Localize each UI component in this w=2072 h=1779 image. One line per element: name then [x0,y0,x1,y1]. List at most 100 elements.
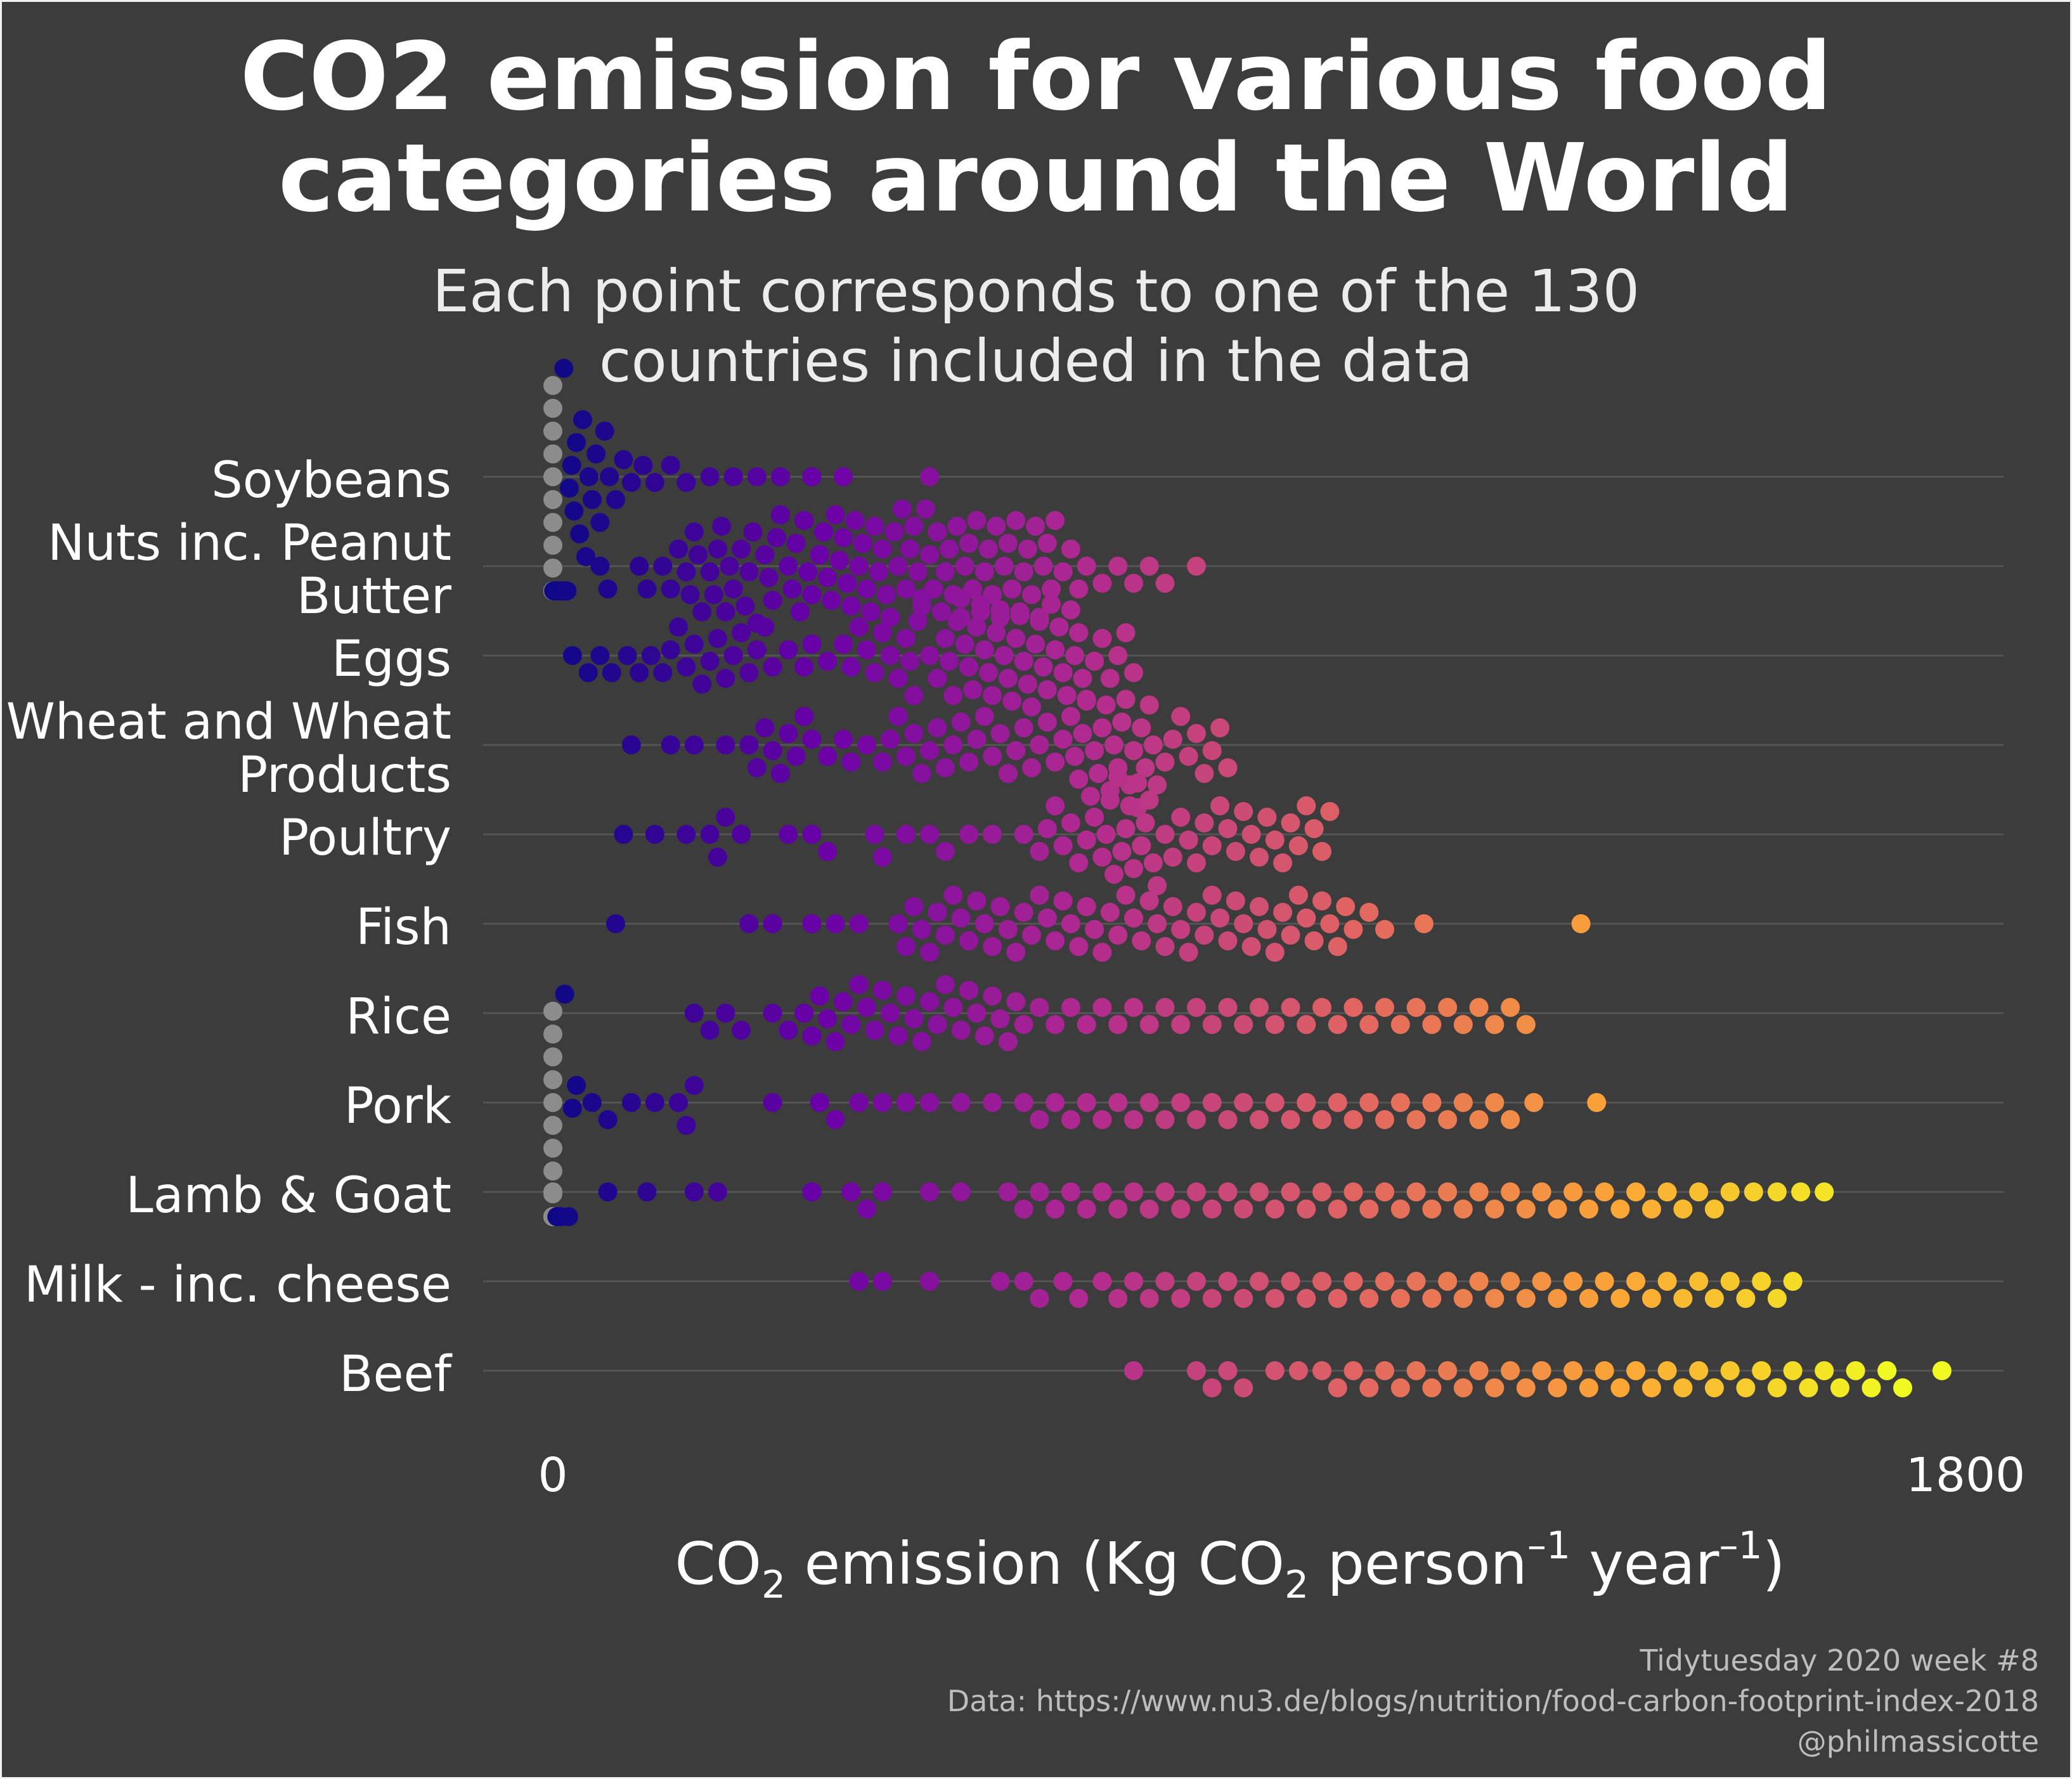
data-point-3-4 [739,735,759,754]
data-point-6-36 [1046,1015,1065,1034]
data-point-6-21 [912,1032,931,1051]
data-point-4-13 [920,825,940,844]
data-point-1-93 [1033,557,1053,576]
data-point-6-45 [1187,998,1206,1017]
data-point-9-2 [920,1272,940,1291]
data-point-1-53 [877,585,897,604]
data-point-4-62 [1320,802,1340,821]
data-point-3-60 [1136,758,1155,777]
data-point-7-52 [1171,1093,1191,1112]
data-point-3-17 [872,753,892,772]
data-point-1-47 [853,534,872,553]
data-point-3-41 [1061,707,1080,726]
data-point-1-102 [1108,557,1128,576]
data-point-6-17 [881,1004,900,1023]
data-point-9-26 [1375,1272,1394,1291]
data-point-4-48 [1210,796,1230,815]
data-point-4-59 [1297,796,1316,815]
data-point-8-17 [1092,1182,1112,1201]
data-point-3-6 [755,718,775,737]
data-point-3-65 [1163,730,1182,749]
data-point-5-58 [1297,909,1316,928]
data-point-1-63 [916,500,935,519]
data-point-2-7 [653,663,673,682]
data-point-2-23 [794,657,814,676]
data-point-4-22 [1061,813,1080,832]
category-label: Milk - inc. cheese [24,1257,451,1314]
data-point-4-51 [1234,802,1253,821]
data-point-1-49 [861,602,881,621]
data-point-1-57 [892,500,912,519]
data-point-8-21 [1155,1182,1175,1201]
data-point-0-112 [586,444,606,463]
data-point-7-0 [543,1093,562,1112]
data-point-0-123 [700,467,720,486]
data-point-3-2 [684,735,704,754]
data-point-7-43 [1030,1110,1049,1129]
data-point-6-53 [1312,998,1331,1017]
data-point-7-3 [543,1139,562,1158]
data-point-6-22 [920,992,940,1011]
data-point-5-24 [1030,886,1049,905]
data-point-2-49 [967,618,987,637]
data-point-5-56 [1281,926,1300,945]
data-point-4-45 [1187,853,1206,872]
data-point-2-4 [618,646,637,665]
data-point-7-35 [826,1110,845,1129]
data-point-9-12 [1155,1272,1175,1291]
data-point-10-25 [1595,1361,1614,1380]
data-point-1-74 [959,534,978,553]
data-point-7-56 [1234,1093,1253,1112]
data-point-1-99 [1069,579,1089,598]
data-point-4-20 [1046,796,1065,815]
data-point-10-34 [1736,1378,1756,1397]
data-point-8-51 [1626,1182,1646,1201]
data-point-5-17 [974,914,994,933]
data-point-10-2 [1202,1378,1222,1397]
data-point-4-0 [614,825,633,844]
data-point-3-12 [802,730,822,749]
data-point-5-57 [1288,886,1308,905]
data-point-6-61 [1438,998,1458,1017]
data-point-0-6 [543,399,562,418]
data-point-6-41 [1124,998,1143,1017]
data-point-8-48 [1579,1200,1598,1219]
data-point-2-25 [818,652,838,671]
data-point-4-54 [1257,808,1277,827]
data-point-6-12 [841,1015,861,1034]
data-point-8-15 [1061,1182,1080,1201]
data-point-1-84 [998,534,1018,553]
category-label: Poultry [279,810,451,867]
chart-title-line-1: CO2 emission for various food [240,22,1832,131]
data-point-2-38 [912,589,931,608]
data-point-6-47 [1218,998,1238,1017]
data-point-1-15 [712,517,732,536]
data-point-1-54 [881,608,900,627]
data-point-6-5 [779,1021,798,1040]
data-point-8-24 [1202,1200,1222,1219]
data-point-3-26 [943,735,963,754]
data-point-10-11 [1375,1361,1394,1380]
data-point-2-80 [1100,669,1120,688]
data-point-4-5 [716,808,735,827]
data-point-6-30 [983,987,1002,1006]
data-point-3-40 [1053,730,1073,749]
data-point-0-7 [543,559,562,578]
data-point-4-42 [1163,848,1182,867]
data-point-8-36 [1390,1200,1410,1219]
data-point-4-11 [872,848,892,867]
data-point-6-43 [1155,998,1175,1017]
data-point-7-27 [598,1110,618,1129]
data-point-2-82 [1116,623,1136,642]
category-label: Lamb & Goat [126,1167,451,1224]
data-point-6-63 [1469,998,1489,1017]
category-label: Beef [339,1346,452,1403]
data-point-4-41 [1155,825,1175,844]
data-point-3-1 [661,735,680,754]
data-point-5-48 [1218,931,1238,950]
data-point-5-41 [1163,897,1182,916]
data-point-3-3 [716,735,735,754]
caption-source: Data: https://www.nu3.de/blogs/nutrition… [947,1684,2039,1718]
chart-title-line-2: categories around the World [278,124,1794,233]
data-point-4-33 [1120,796,1139,815]
